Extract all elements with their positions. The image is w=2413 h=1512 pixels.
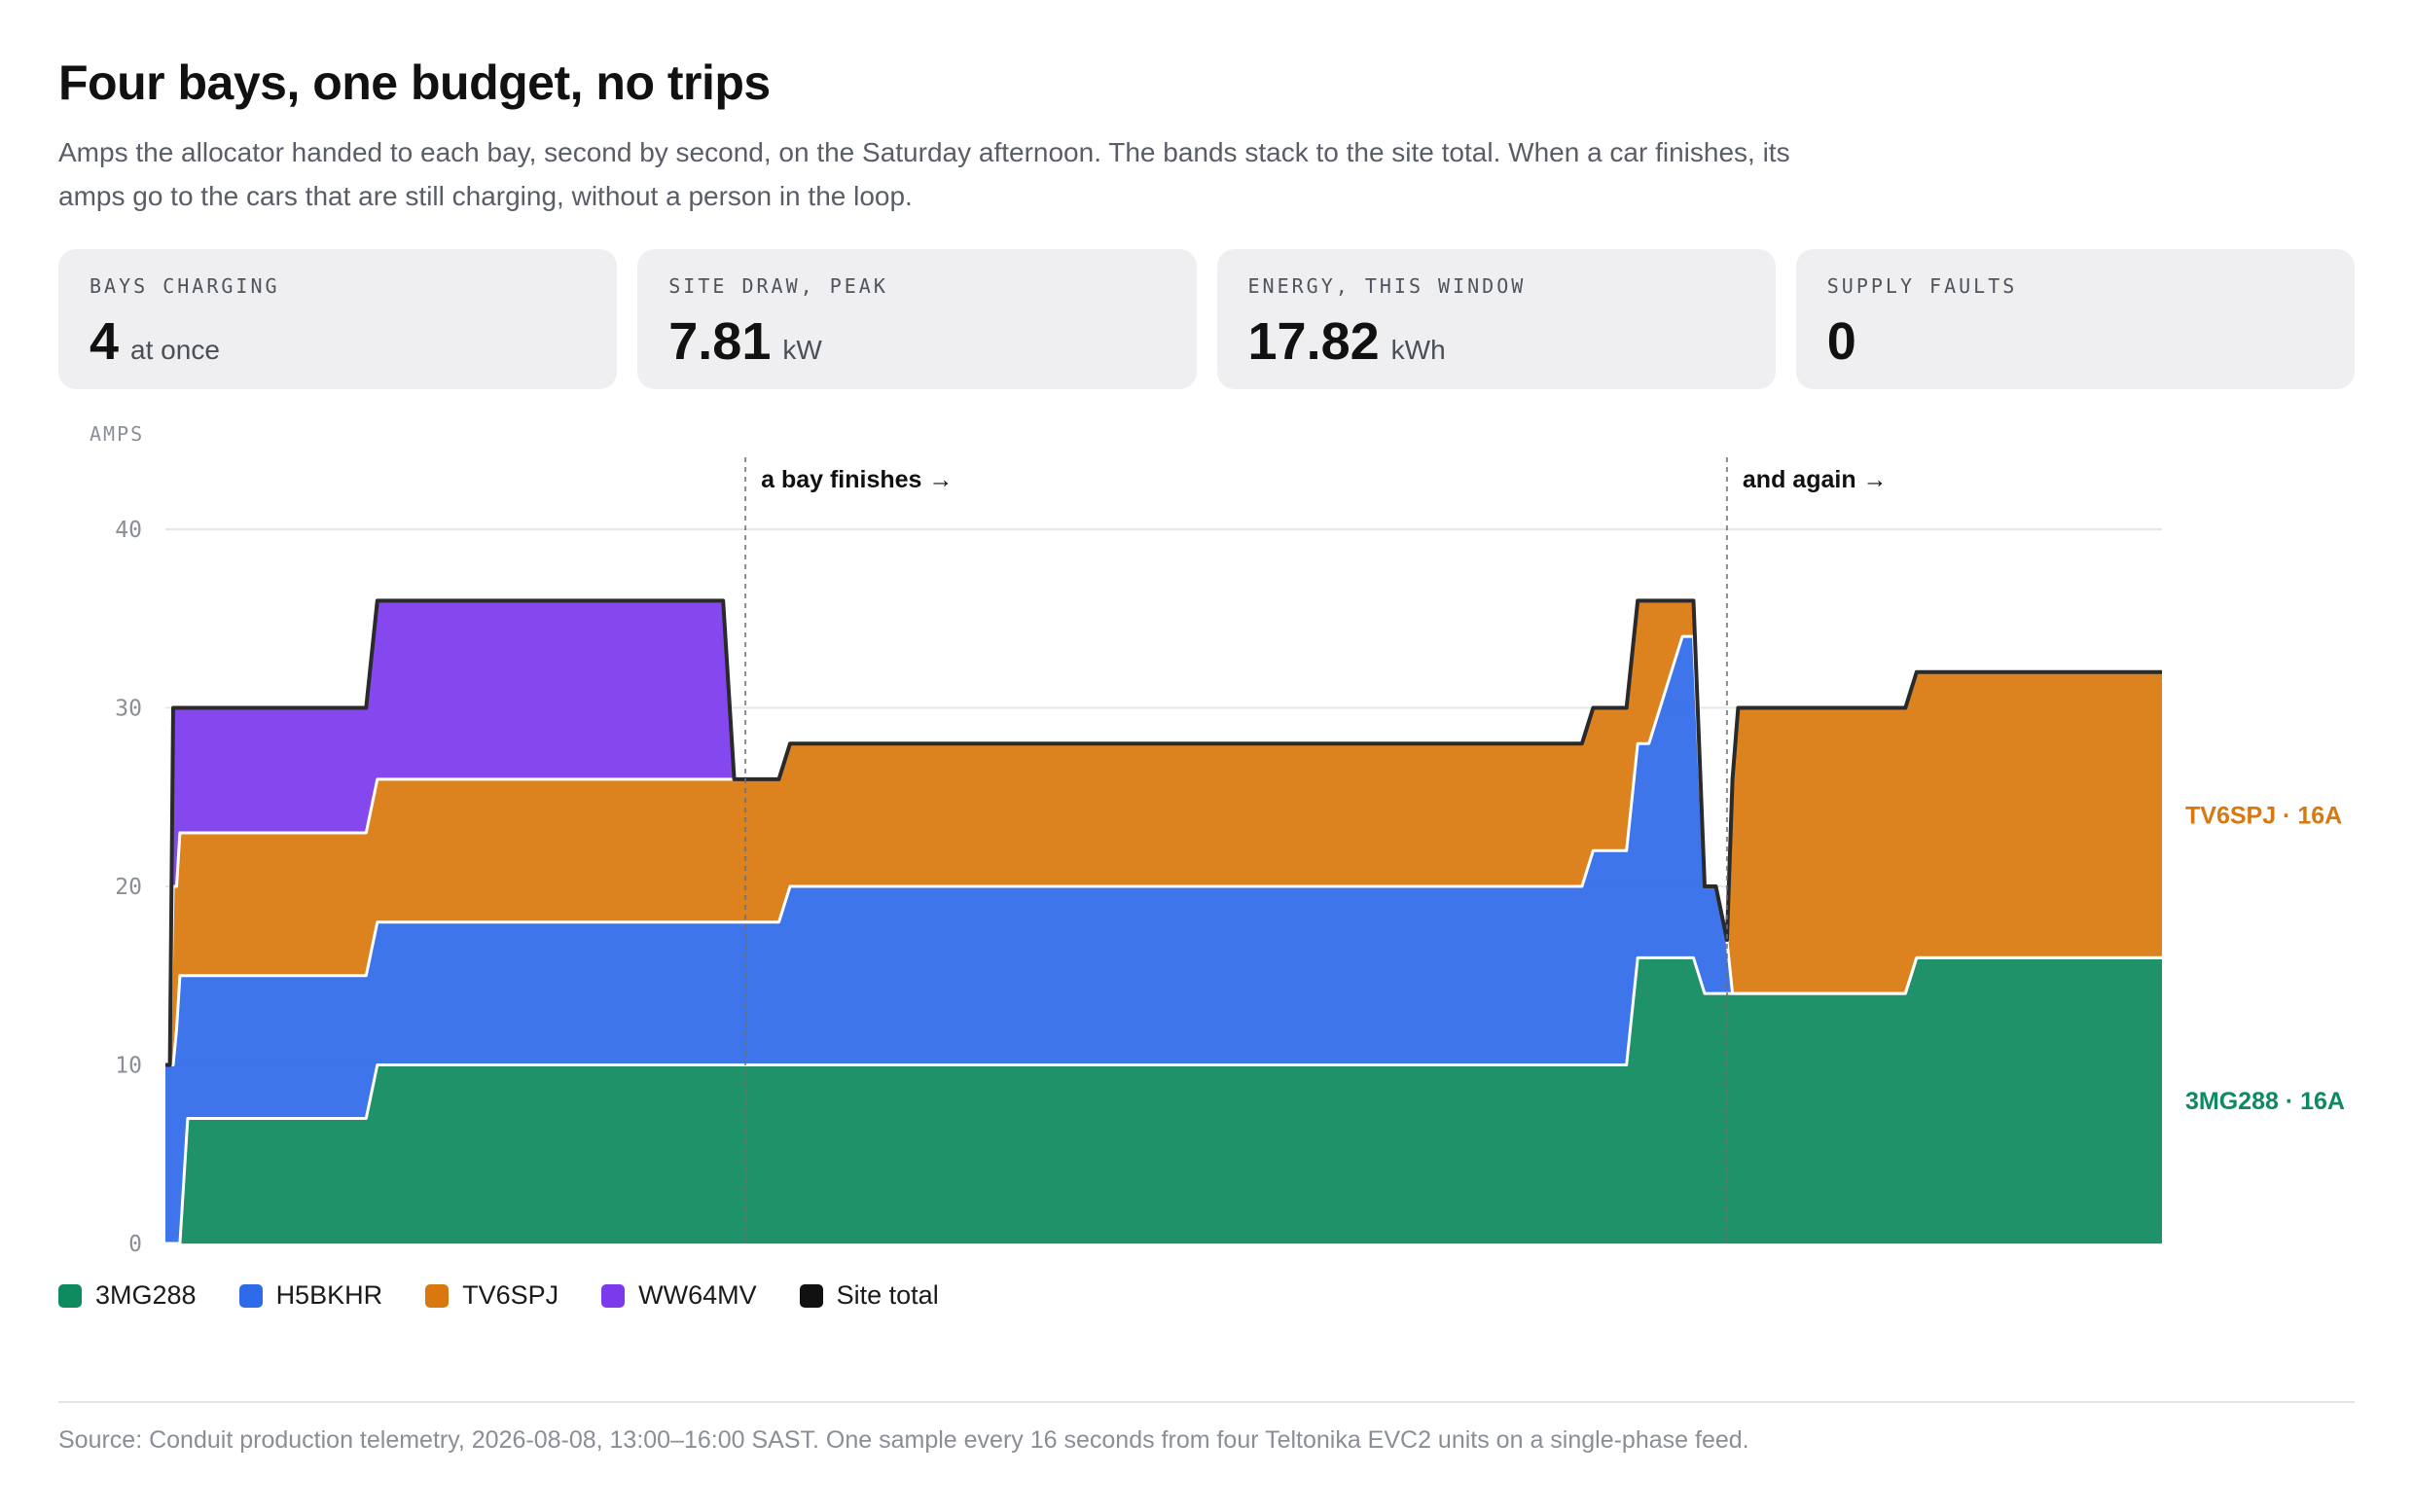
- page-title: Four bays, one budget, no trips: [58, 55, 771, 110]
- stat-label: SITE DRAW, PEAK: [668, 274, 888, 298]
- source-note: Source: Conduit production telemetry, 20…: [58, 1426, 1749, 1454]
- legend-item: Site total: [799, 1280, 939, 1311]
- stat-value: 7.81: [668, 312, 772, 371]
- y-tick-label: 10: [115, 1054, 142, 1079]
- legend-item: H5BKHR: [238, 1280, 383, 1311]
- series-end-label: TV6SPJ · 16A: [2185, 803, 2342, 830]
- legend-swatch: [799, 1283, 823, 1308]
- divider: [58, 1401, 2355, 1403]
- stacked-area-chart: AMPS01020304013:0013:3014:0014:3015:0015…: [90, 422, 2345, 1257]
- y-tick-label: 40: [115, 518, 142, 543]
- series-area-tv6spj: [165, 600, 2162, 1065]
- site-total-line: [165, 598, 2162, 1067]
- legend-swatch: [601, 1283, 626, 1308]
- legend-swatch: [58, 1283, 82, 1308]
- stat-unit: kWh: [1390, 335, 1446, 365]
- stat-card-bays-charging: BAYS CHARGING 4 at once: [58, 249, 618, 389]
- y-axis-label: AMPS: [90, 422, 144, 446]
- legend-swatch: [238, 1283, 263, 1308]
- legend-item: WW64MV: [601, 1280, 757, 1311]
- stat-value: 4: [90, 312, 120, 371]
- legend-label: H5BKHR: [275, 1280, 383, 1310]
- legend-label: 3MG288: [95, 1280, 197, 1310]
- series-area-h5bkhr: [165, 636, 2162, 1243]
- stat-label: BAYS CHARGING: [90, 274, 280, 298]
- annotation-label: and again →: [1743, 466, 1888, 493]
- stat-unit: at once: [130, 335, 220, 365]
- y-tick-label: 20: [115, 875, 142, 900]
- stat-label: SUPPLY FAULTS: [1826, 274, 2018, 298]
- y-tick-label: 30: [115, 697, 142, 722]
- chart-legend: 3MG288 H5BKHR TV6SPJ WW64MV Site total: [58, 1280, 939, 1311]
- stat-value: 0: [1826, 312, 1856, 371]
- legend-item: 3MG288: [58, 1280, 197, 1311]
- stat-card-supply-faults: SUPPLY FAULTS 0: [1795, 249, 2355, 389]
- series-area-3mg288: [165, 957, 2162, 1243]
- legend-swatch: [425, 1283, 450, 1308]
- series-end-label: 3MG288 · 16A: [2185, 1088, 2345, 1115]
- annotation-label: a bay finishes →: [761, 466, 953, 493]
- stat-cards: BAYS CHARGING 4 at once SITE DRAW, PEAK …: [58, 249, 2355, 389]
- legend-label: Site total: [836, 1280, 939, 1310]
- series-area-ww64mv: [165, 600, 2162, 1065]
- page: Four bays, one budget, no trips Amps the…: [58, 54, 2355, 389]
- stat-value: 17.82: [1247, 312, 1380, 371]
- legend-label: WW64MV: [638, 1280, 757, 1310]
- y-tick-label: 0: [128, 1232, 142, 1257]
- stat-card-site-draw-peak: SITE DRAW, PEAK 7.81 kW: [637, 249, 1197, 389]
- stat-card-energy: ENERGY, THIS WINDOW 17.82 kWh: [1216, 249, 1776, 389]
- stat-unit: kW: [782, 335, 822, 365]
- legend-label: TV6SPJ: [462, 1280, 559, 1310]
- page-subtitle: Amps the allocator handed to each bay, s…: [58, 137, 1790, 211]
- stat-label: ENERGY, THIS WINDOW: [1247, 274, 1527, 298]
- legend-item: TV6SPJ: [425, 1280, 558, 1311]
- series-edge-h5bkhr: [165, 634, 2162, 1066]
